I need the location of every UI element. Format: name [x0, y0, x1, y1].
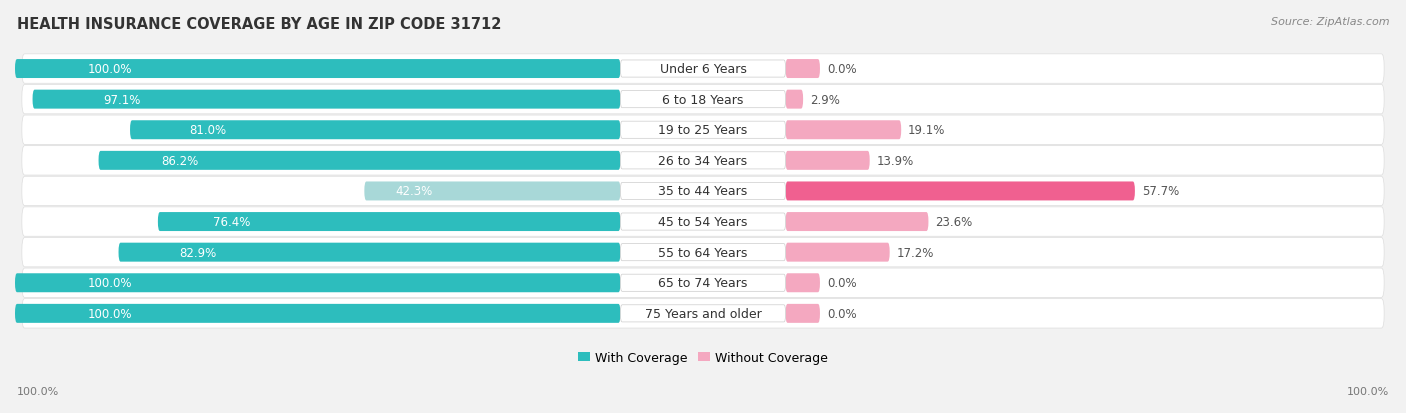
Text: 2.9%: 2.9% [810, 93, 839, 107]
Legend: With Coverage, Without Coverage: With Coverage, Without Coverage [572, 346, 834, 369]
Text: 0.0%: 0.0% [827, 63, 856, 76]
FancyBboxPatch shape [786, 213, 928, 231]
Text: 17.2%: 17.2% [897, 246, 934, 259]
FancyBboxPatch shape [22, 238, 1384, 267]
FancyBboxPatch shape [15, 304, 620, 323]
Text: 0.0%: 0.0% [827, 307, 856, 320]
FancyBboxPatch shape [129, 121, 620, 140]
Text: 100.0%: 100.0% [87, 63, 132, 76]
Text: 100.0%: 100.0% [17, 387, 59, 396]
Text: 19 to 25 Years: 19 to 25 Years [658, 124, 748, 137]
FancyBboxPatch shape [22, 85, 1384, 114]
Text: 100.0%: 100.0% [1347, 387, 1389, 396]
FancyBboxPatch shape [15, 273, 620, 292]
FancyBboxPatch shape [157, 213, 620, 231]
Text: 86.2%: 86.2% [162, 154, 198, 167]
FancyBboxPatch shape [22, 55, 1384, 84]
FancyBboxPatch shape [22, 299, 1384, 328]
FancyBboxPatch shape [620, 61, 786, 78]
FancyBboxPatch shape [15, 60, 620, 79]
FancyBboxPatch shape [786, 273, 820, 292]
Text: 35 to 44 Years: 35 to 44 Years [658, 185, 748, 198]
FancyBboxPatch shape [620, 183, 786, 200]
Text: 100.0%: 100.0% [87, 277, 132, 290]
Text: 19.1%: 19.1% [908, 124, 945, 137]
Text: 55 to 64 Years: 55 to 64 Years [658, 246, 748, 259]
FancyBboxPatch shape [364, 182, 620, 201]
FancyBboxPatch shape [620, 305, 786, 322]
FancyBboxPatch shape [620, 244, 786, 261]
Text: 65 to 74 Years: 65 to 74 Years [658, 277, 748, 290]
Text: HEALTH INSURANCE COVERAGE BY AGE IN ZIP CODE 31712: HEALTH INSURANCE COVERAGE BY AGE IN ZIP … [17, 17, 502, 31]
Text: 13.9%: 13.9% [876, 154, 914, 167]
FancyBboxPatch shape [22, 177, 1384, 206]
FancyBboxPatch shape [786, 152, 870, 171]
FancyBboxPatch shape [786, 304, 820, 323]
FancyBboxPatch shape [98, 152, 620, 171]
FancyBboxPatch shape [620, 152, 786, 169]
Text: Under 6 Years: Under 6 Years [659, 63, 747, 76]
Text: 0.0%: 0.0% [827, 277, 856, 290]
Text: 23.6%: 23.6% [935, 216, 973, 228]
FancyBboxPatch shape [22, 207, 1384, 237]
Text: 100.0%: 100.0% [87, 307, 132, 320]
Text: 26 to 34 Years: 26 to 34 Years [658, 154, 748, 167]
FancyBboxPatch shape [786, 182, 1135, 201]
FancyBboxPatch shape [620, 91, 786, 109]
Text: 42.3%: 42.3% [395, 185, 432, 198]
FancyBboxPatch shape [620, 214, 786, 230]
FancyBboxPatch shape [786, 60, 820, 79]
Text: 75 Years and older: 75 Years and older [644, 307, 762, 320]
FancyBboxPatch shape [32, 90, 620, 109]
Text: 82.9%: 82.9% [179, 246, 217, 259]
Text: 45 to 54 Years: 45 to 54 Years [658, 216, 748, 228]
FancyBboxPatch shape [118, 243, 620, 262]
FancyBboxPatch shape [786, 121, 901, 140]
FancyBboxPatch shape [786, 243, 890, 262]
Text: 57.7%: 57.7% [1142, 185, 1180, 198]
Text: 97.1%: 97.1% [103, 93, 141, 107]
Text: Source: ZipAtlas.com: Source: ZipAtlas.com [1271, 17, 1389, 26]
FancyBboxPatch shape [22, 116, 1384, 145]
FancyBboxPatch shape [786, 90, 803, 109]
Text: 76.4%: 76.4% [214, 216, 250, 228]
Text: 81.0%: 81.0% [188, 124, 226, 137]
FancyBboxPatch shape [620, 122, 786, 139]
FancyBboxPatch shape [22, 268, 1384, 298]
Text: 6 to 18 Years: 6 to 18 Years [662, 93, 744, 107]
FancyBboxPatch shape [620, 275, 786, 292]
FancyBboxPatch shape [22, 146, 1384, 176]
